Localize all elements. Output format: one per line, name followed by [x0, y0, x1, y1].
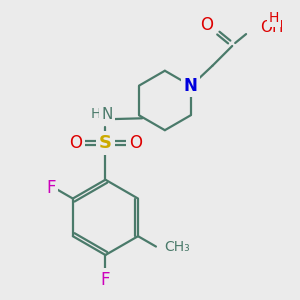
Text: N: N — [102, 107, 113, 122]
Text: O: O — [129, 134, 142, 152]
Text: F: F — [101, 271, 110, 289]
Text: S: S — [99, 134, 112, 152]
Text: H: H — [268, 11, 279, 25]
Text: H: H — [90, 107, 101, 121]
Text: OH: OH — [260, 20, 284, 34]
Text: O: O — [69, 134, 82, 152]
Text: N: N — [184, 76, 197, 94]
Text: O: O — [200, 16, 213, 34]
Text: F: F — [46, 179, 56, 197]
Text: CH₃: CH₃ — [164, 239, 190, 254]
